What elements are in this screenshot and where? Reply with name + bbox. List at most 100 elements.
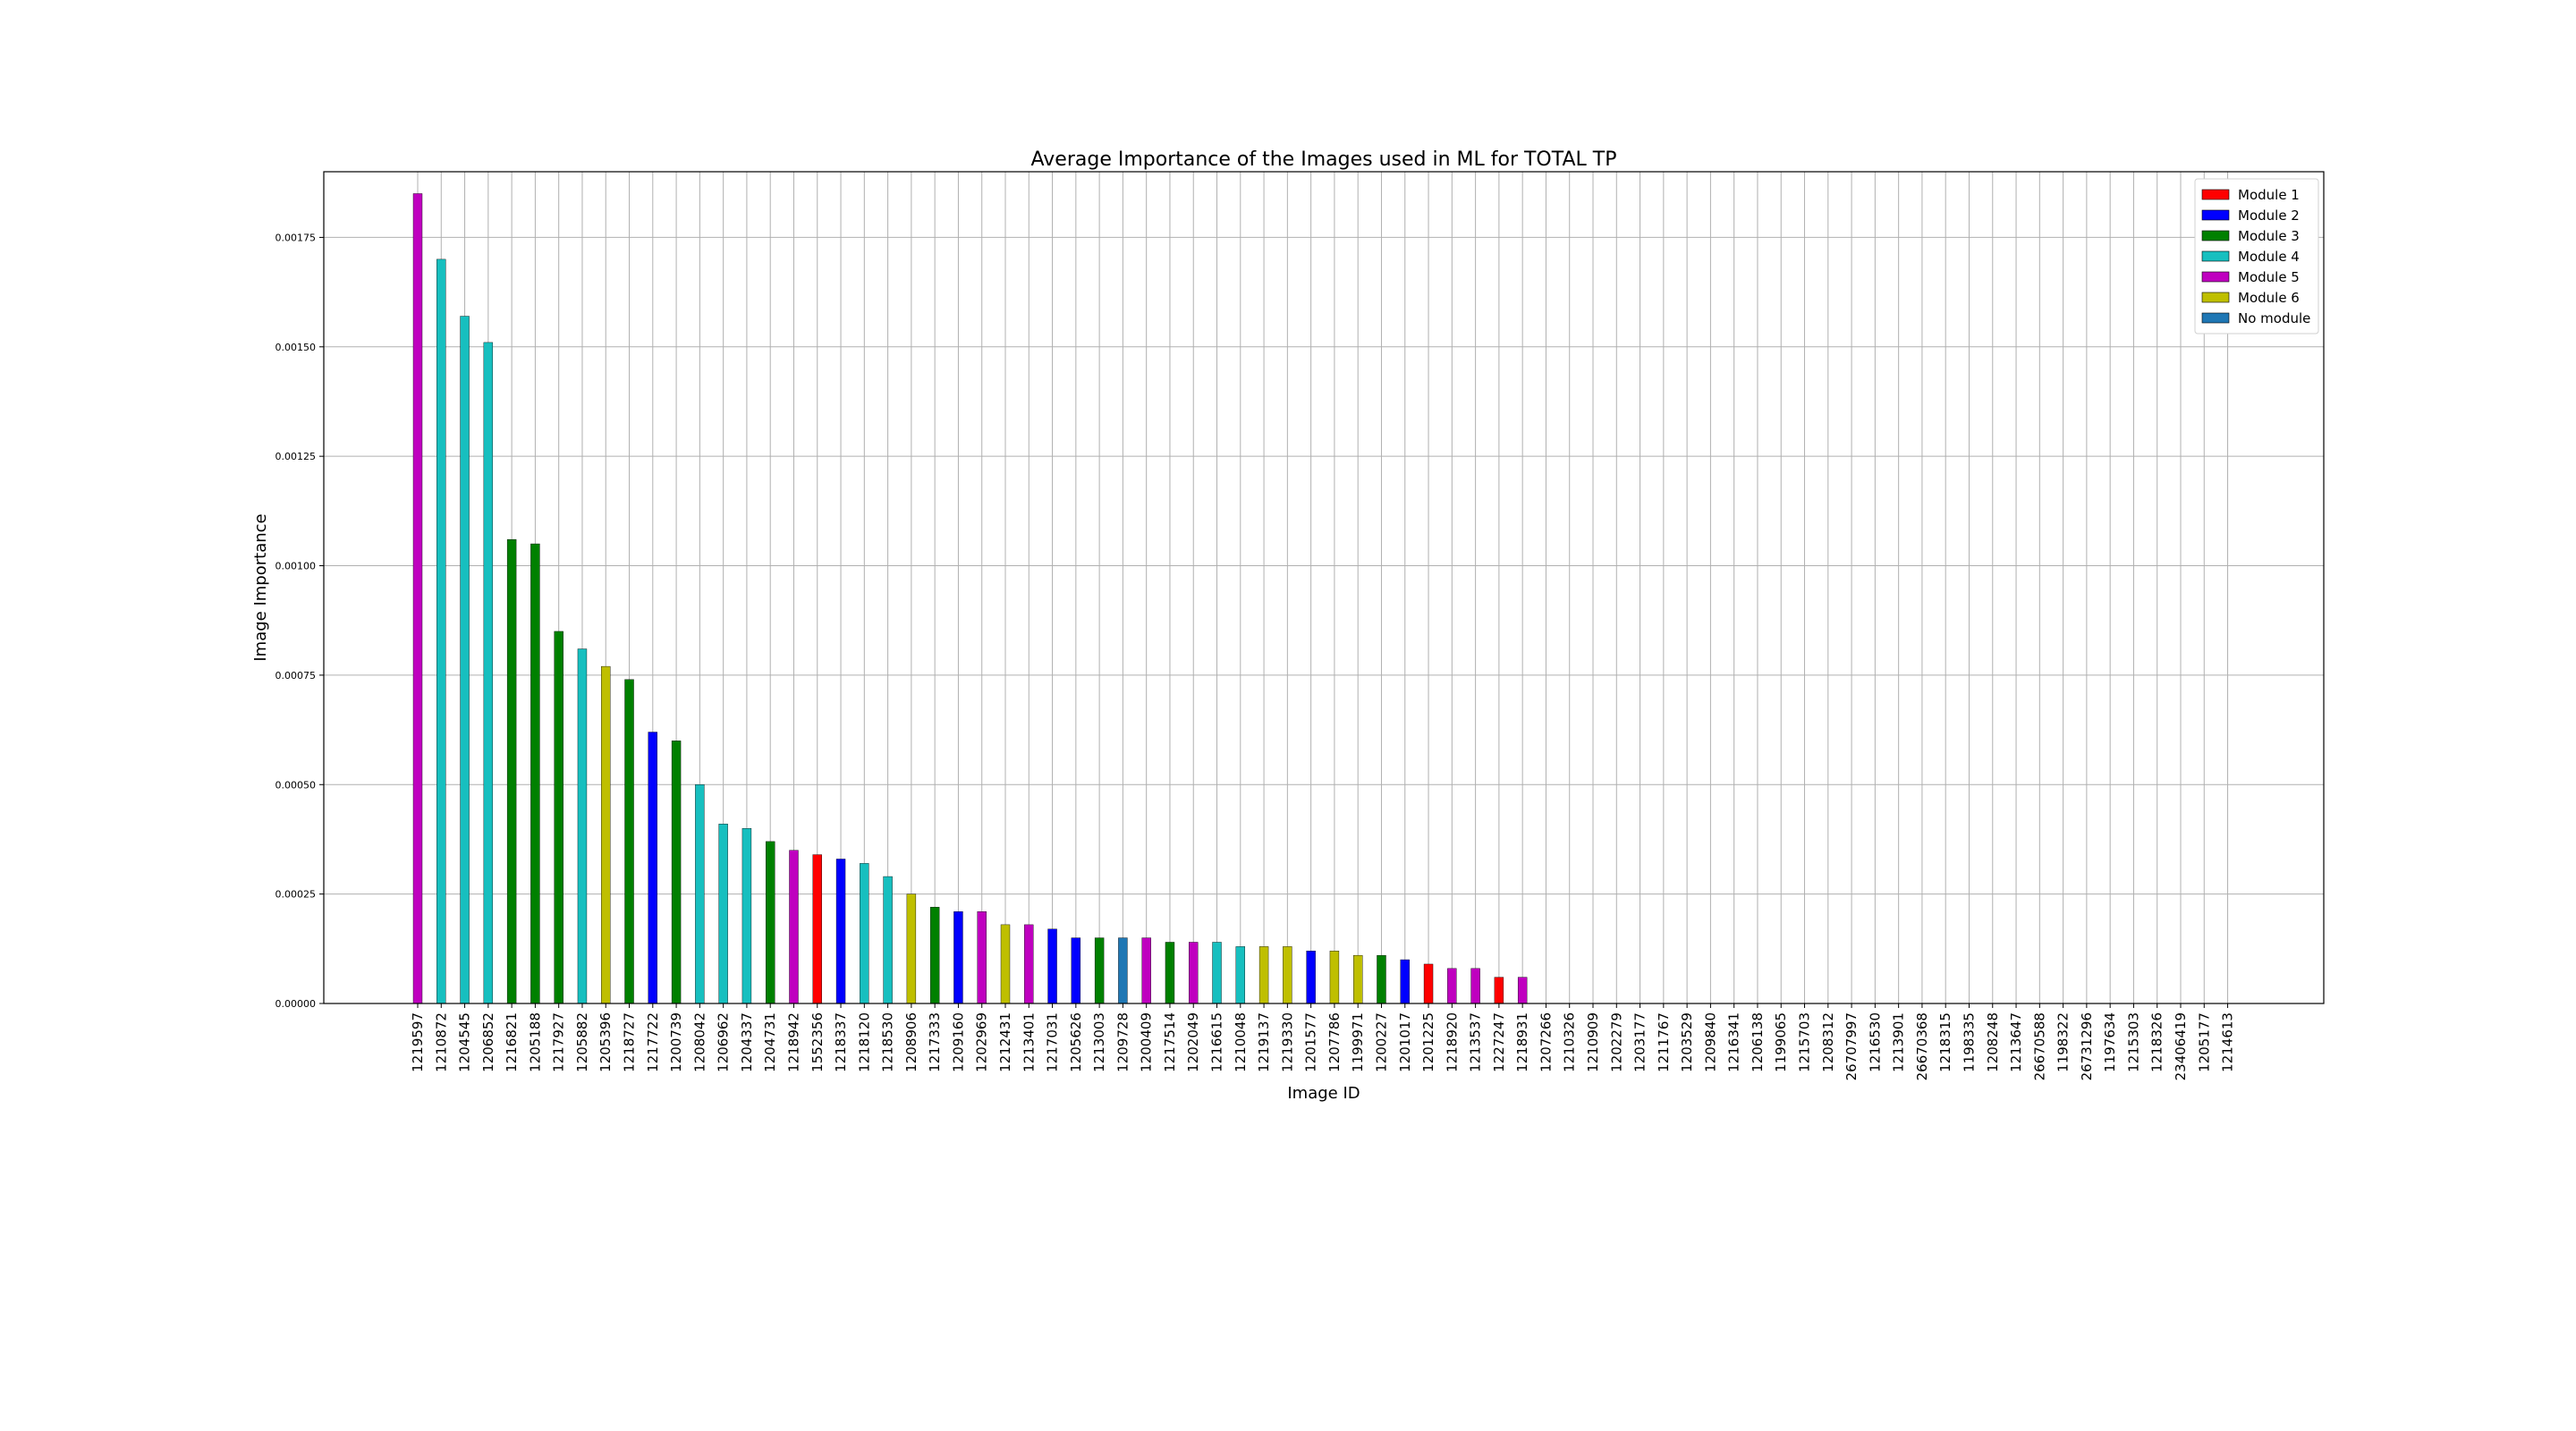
x-tick-label: 1218530 [880, 1012, 896, 1072]
bar [1071, 937, 1081, 1004]
x-tick-label: 1198335 [1961, 1012, 1977, 1072]
x-tick-label: 26670588 [2031, 1012, 2047, 1080]
x-tick-label: 1206962 [716, 1012, 732, 1072]
legend-label: Module 2 [2238, 207, 2300, 224]
x-tick-label: 1211767 [1656, 1012, 1672, 1072]
x-tick-label: 1218326 [2149, 1012, 2165, 1072]
x-tick-label: 1219597 [410, 1012, 426, 1072]
x-tick-label: 1204545 [457, 1012, 473, 1072]
legend-label: No module [2238, 310, 2310, 326]
y-tick-label: 0.00125 [275, 451, 317, 462]
bar [789, 850, 799, 1004]
legend-swatch [2201, 292, 2230, 303]
x-tick-label: 1209160 [950, 1012, 966, 1072]
y-axis-label: Image Importance [251, 513, 270, 661]
y-tick-label: 0.00100 [275, 561, 317, 572]
y-tick-label: 0.00075 [275, 670, 317, 682]
y-tick-label: 0.00050 [275, 779, 317, 791]
x-axis-label: Image ID [1287, 1084, 1360, 1103]
x-tick-label: 1205177 [2196, 1012, 2212, 1072]
x-tick-label: 1199971 [1350, 1012, 1366, 1072]
x-tick-label: 1205882 [574, 1012, 590, 1072]
bar [483, 342, 494, 1004]
bar [1047, 928, 1057, 1004]
x-tick-label: 1198322 [2055, 1012, 2072, 1072]
y-tick-label: 0.00150 [275, 342, 317, 353]
x-tick-label: 1217722 [645, 1012, 661, 1072]
grid-lines [324, 172, 2324, 1004]
legend-label: Module 6 [2238, 290, 2300, 306]
x-tick-label: 1215703 [1797, 1012, 1813, 1072]
x-tick-label: 1215303 [2125, 1012, 2141, 1072]
legend-swatch [2201, 209, 2230, 221]
x-tick-label: 1203177 [1632, 1012, 1648, 1072]
legend-swatch [2201, 189, 2230, 200]
bar [460, 316, 470, 1004]
x-tick-label: 1216821 [504, 1012, 520, 1072]
x-tick-label: 1209840 [1702, 1012, 1718, 1072]
bars [412, 193, 1528, 1004]
bar [1352, 954, 1363, 1004]
x-tick-label: 1218920 [1444, 1012, 1460, 1072]
x-tick-label: 1213647 [2008, 1012, 2024, 1072]
x-tick-label: 1218727 [622, 1012, 638, 1072]
x-tick-label: 1206852 [480, 1012, 496, 1072]
x-tick-label: 1218315 [1937, 1012, 1953, 1072]
x-tick-label: 1217514 [1162, 1012, 1178, 1072]
x-tick-label: 1219137 [1256, 1012, 1272, 1072]
x-tick-label: 1213401 [1021, 1012, 1037, 1072]
bar [1235, 946, 1246, 1004]
bar [1423, 963, 1434, 1004]
bar [1189, 942, 1199, 1004]
bar [1306, 951, 1316, 1004]
bar [929, 907, 940, 1004]
x-tick-label: 1201017 [1397, 1012, 1413, 1072]
bar [1024, 924, 1034, 1004]
x-tick-label: 1200739 [668, 1012, 684, 1072]
x-tick-label: 1205626 [1068, 1012, 1084, 1072]
bar [624, 679, 634, 1004]
bar [1258, 946, 1269, 1004]
bar [671, 741, 682, 1004]
bar [953, 911, 963, 1004]
bar [906, 893, 917, 1004]
x-tick-label: 1197634 [2102, 1012, 2118, 1072]
bar [1329, 951, 1340, 1004]
x-tick-label: 1208042 [691, 1012, 708, 1072]
y-tick-label: 0.00025 [275, 889, 317, 901]
x-tick-label: 1204337 [739, 1012, 755, 1072]
x-tick-label: 23406419 [2173, 1012, 2189, 1080]
x-tick-label: 1216341 [1726, 1012, 1742, 1072]
bar [1283, 946, 1292, 1004]
bar [412, 193, 423, 1004]
x-tick-label: 1210326 [1562, 1012, 1578, 1072]
x-tick-label: 1203529 [1679, 1012, 1695, 1072]
bar [1118, 937, 1128, 1004]
x-tick-label: 1208312 [1820, 1012, 1836, 1072]
x-tick-label: 1216615 [1209, 1012, 1225, 1072]
y-tick-label: 0.00000 [275, 998, 317, 1010]
bar [1447, 968, 1457, 1004]
x-tick-label: 1201577 [1303, 1012, 1319, 1072]
bar [741, 828, 752, 1004]
bar [883, 876, 893, 1004]
legend-swatch [2201, 230, 2230, 241]
bar [835, 859, 846, 1004]
x-tick-label: 26731296 [2079, 1012, 2095, 1080]
legend-label: Module 1 [2238, 187, 2300, 203]
x-tick-label: 1202049 [1185, 1012, 1201, 1072]
x-tick-label: 1213537 [1468, 1012, 1484, 1072]
x-tick-label: 1217927 [551, 1012, 567, 1072]
x-tick-label: 1227247 [1491, 1012, 1507, 1072]
x-tick-label: 1218337 [833, 1012, 849, 1072]
x-tick-label: 1209728 [1114, 1012, 1131, 1072]
x-tick-label: 1219330 [1279, 1012, 1295, 1072]
bar [812, 854, 822, 1004]
bar [977, 911, 987, 1004]
bar [1400, 959, 1410, 1004]
x-tick-label: 1200227 [1373, 1012, 1389, 1072]
y-tick-label: 0.00175 [275, 232, 317, 243]
legend-label: Module 3 [2238, 228, 2300, 244]
x-tick-label: 1201225 [1420, 1012, 1436, 1072]
